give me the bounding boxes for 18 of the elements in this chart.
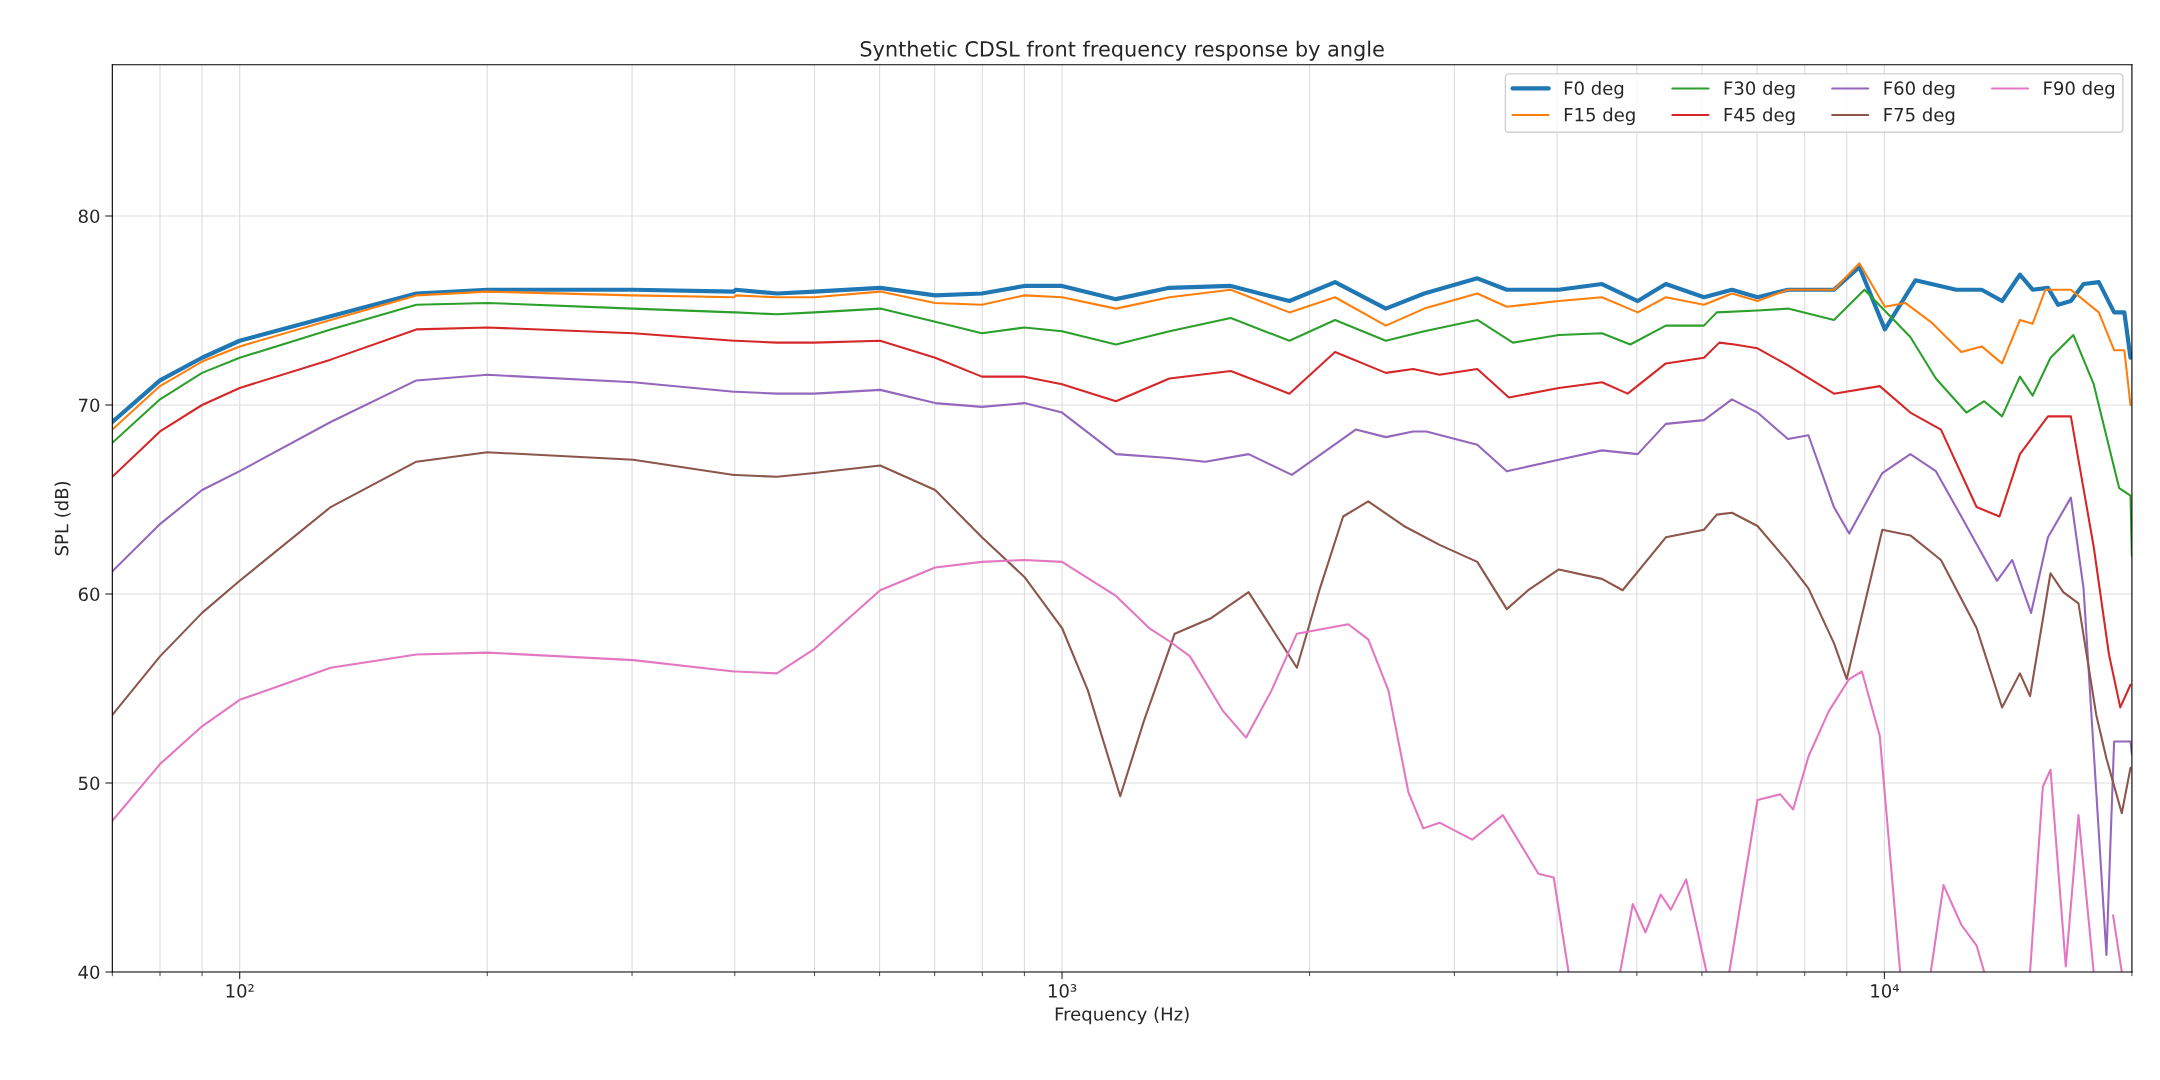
legend-label: F0 deg: [1564, 81, 1624, 99]
x-tick-label: 10⁴: [1871, 984, 1899, 998]
legend-label: F90 deg: [2044, 81, 2115, 99]
x-tick-label: 10³: [1048, 984, 1077, 998]
y-tick-label: 40: [78, 965, 100, 980]
legend-label: F30 deg: [1724, 81, 1795, 99]
legend-label: F15 deg: [1564, 107, 1635, 126]
y-axis-title: SPL (dB): [54, 481, 71, 556]
x-tick-label: 10²: [226, 984, 254, 998]
legend-label: F60 deg: [1884, 81, 1955, 99]
x-axis-title: Frequency (Hz): [1055, 1006, 1189, 1025]
chart-title: Synthetic CDSL front frequency response by angle: [860, 40, 1384, 61]
legend-label: F45 deg: [1724, 107, 1795, 126]
y-tick-label: 70: [79, 398, 100, 413]
y-tick-label: 60: [78, 587, 100, 602]
legend-label: F75 deg: [1884, 107, 1955, 126]
y-tick-label: 50: [78, 776, 100, 791]
y-tick-label: 80: [78, 209, 100, 224]
